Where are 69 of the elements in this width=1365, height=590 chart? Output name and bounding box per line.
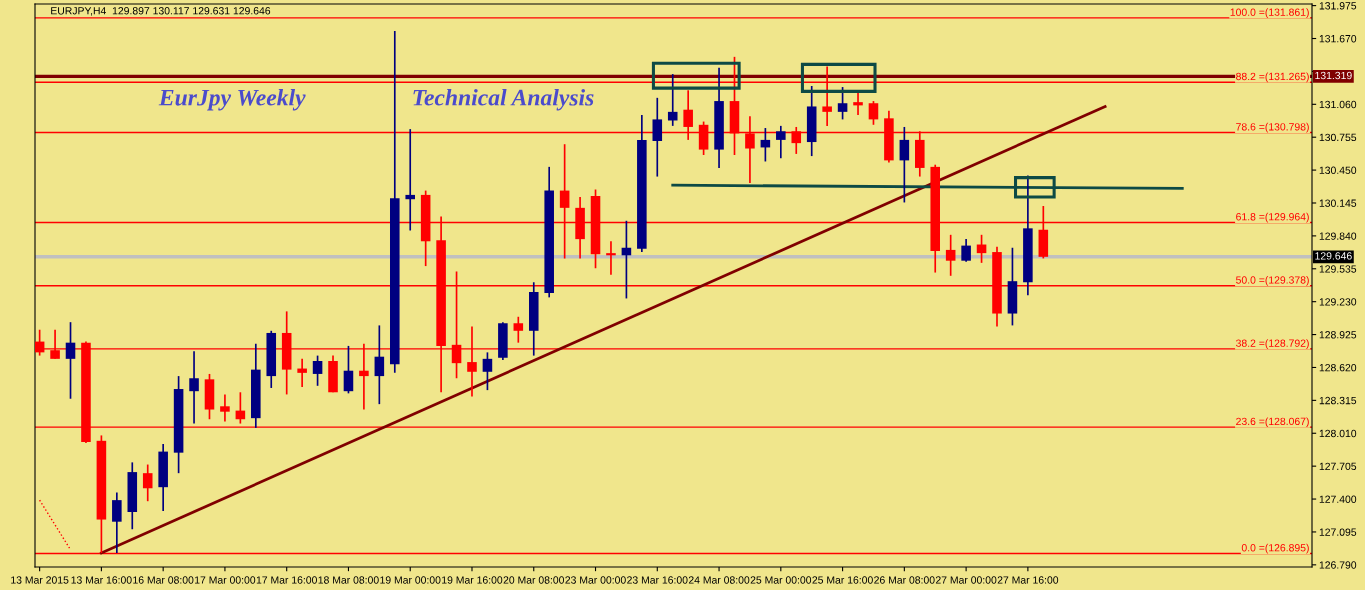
ref-line-label: 88.2 =(131.265) (1236, 72, 1309, 83)
candlestick (667, 73, 678, 127)
candlestick (513, 315, 524, 344)
y-tick-label: 128.620 (1319, 363, 1357, 372)
ref-line-label: 78.6 =(130.798) (1236, 122, 1309, 133)
y-tick-label: 130.755 (1319, 133, 1357, 142)
candlestick (189, 350, 199, 425)
ref-line-label: 23.6 =(128.067) (1236, 417, 1309, 428)
ref-line-label: 61.8 =(129.964) (1236, 212, 1309, 223)
annotation: Technical Analysis (413, 88, 594, 111)
candlestick (112, 491, 122, 554)
x-tick-label: 26 Mar 08:00 (874, 576, 935, 584)
ref-line-label: 50.0 =(129.378) (1236, 276, 1309, 286)
y-tick-label: 126.790 (1319, 561, 1357, 569)
x-tick-label: 17 Mar 16:00 (256, 576, 317, 584)
y-tick-label: 128.315 (1319, 396, 1357, 405)
x-tick-label: 23 Mar 00:00 (565, 576, 626, 584)
x-tick-label: 25 Mar 16:00 (812, 576, 873, 584)
candlestick (899, 126, 910, 204)
candlestick (837, 86, 848, 121)
candlestick (343, 345, 354, 395)
candlestick (374, 324, 385, 405)
candlestick (142, 463, 153, 503)
candlestick (652, 96, 663, 178)
x-tick-label: 13 Mar 2015 (11, 576, 69, 584)
x-tick-label: 23 Mar 16:00 (627, 576, 688, 584)
y-tick-label: 127.705 (1319, 462, 1357, 471)
x-tick-label: 17 Mar 00:00 (195, 576, 256, 584)
y-tick-label: 129.230 (1319, 298, 1357, 306)
x-tick-label: 16 Mar 08:00 (133, 576, 194, 584)
candlestick (868, 100, 879, 126)
y-tick-label: 127.400 (1319, 495, 1357, 503)
candlestick (853, 91, 863, 116)
candlestick (220, 393, 230, 423)
x-tick-label: 27 Mar 16:00 (997, 576, 1059, 584)
x-tick-label: 19 Mar 16:00 (442, 576, 503, 584)
candlestick (405, 128, 416, 232)
y-tick-label: 130.450 (1319, 166, 1357, 174)
y-tick-label: 129.535 (1319, 265, 1357, 273)
candlestick (312, 354, 323, 387)
ref-line-label: 129.646 (1315, 252, 1352, 260)
y-tick-label: 129.840 (1319, 232, 1357, 240)
y-tick-label: 131.975 (1319, 2, 1357, 10)
y-tick-label: 130.145 (1319, 199, 1357, 207)
ref-line-label: 38.2 =(128.792) (1236, 339, 1309, 349)
x-tick-label: 13 Mar 16:00 (71, 576, 132, 584)
ref-line-label: 0.0 =(126.895) (1241, 543, 1309, 554)
ref-line-label: 100.0 =(131.861) (1230, 8, 1309, 18)
x-tick-label: 20 Mar 08:00 (503, 576, 565, 584)
y-tick-label: 128.010 (1319, 429, 1357, 438)
candlestick (482, 351, 493, 391)
x-tick-label: 27 Mar 00:00 (935, 576, 997, 584)
candlestick (961, 238, 971, 263)
candlestick (776, 125, 786, 160)
candlestick (65, 321, 76, 400)
x-tick-label: 18 Mar 08:00 (318, 576, 379, 584)
x-tick-label: 19 Mar 00:00 (380, 576, 441, 584)
candlestick (297, 358, 307, 388)
y-tick-label: 128.925 (1319, 331, 1357, 339)
candlestick (945, 233, 956, 277)
chart-title: EURJPY,H4 129.897 130.117 129.631 129.646 (51, 7, 271, 16)
x-tick-label: 24 Mar 08:00 (688, 576, 750, 584)
x-tick-label: 25 Mar 00:00 (750, 576, 812, 584)
candlestick (606, 240, 616, 276)
annotation: EurJpy Weekly (158, 88, 306, 111)
y-tick-label: 127.095 (1319, 528, 1357, 536)
ref-line-label: 131.319 (1315, 71, 1352, 80)
y-tick-label: 131.670 (1319, 35, 1357, 43)
y-tick-label: 131.060 (1319, 100, 1357, 109)
